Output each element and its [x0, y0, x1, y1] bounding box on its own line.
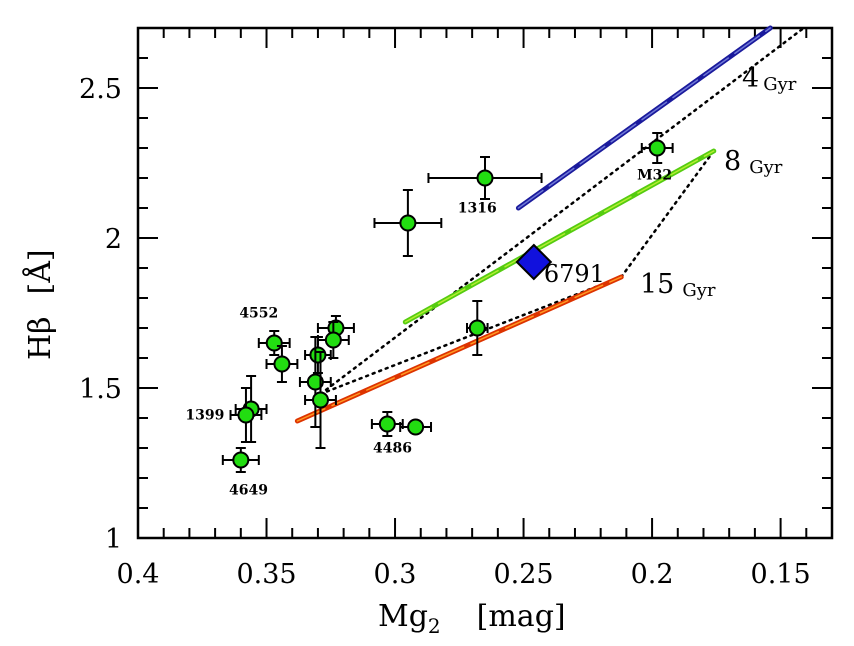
y-tick-label: 2.5: [79, 74, 122, 105]
model-line-highlight: [296, 276, 622, 422]
dotted-connector: [619, 149, 716, 279]
point-marker: [378, 415, 396, 433]
data-point: [370, 411, 404, 437]
point-marker: [648, 139, 666, 157]
highlight-marker-group: 6791: [515, 243, 605, 288]
age-label-8gyr: 8 Gyr: [724, 146, 783, 178]
data-point: [427, 156, 543, 200]
data-point: [298, 336, 332, 428]
dotted-connector: [319, 275, 623, 396]
axis-ticks: [137, 27, 833, 539]
point-marker: [324, 331, 342, 349]
point-marker: [265, 334, 283, 352]
point-marker: [407, 418, 425, 436]
x-tick-label: 0.3: [374, 559, 417, 590]
model-line-highlight: [404, 150, 715, 323]
highlight-label: 6791: [544, 260, 605, 288]
y-tick-label: 2: [105, 224, 122, 255]
data-points: [221, 132, 674, 473]
point-marker: [273, 355, 291, 373]
point-label: 1399: [185, 408, 224, 424]
point-marker: [476, 169, 494, 187]
point-marker: [399, 214, 417, 232]
point-label: 1316: [458, 201, 497, 217]
x-tick-label: 0.35: [236, 559, 296, 590]
data-point: [221, 447, 260, 473]
point-marker: [232, 451, 250, 469]
y-tick-label: 1: [105, 524, 122, 555]
point-marker: [311, 391, 329, 409]
data-point: [466, 300, 489, 356]
data-point: [640, 132, 674, 164]
age-label-15gyr: 15 Gyr: [640, 269, 716, 301]
point-marker: [237, 406, 255, 424]
data-point: [229, 387, 263, 443]
tick-labels: 0.4 0.35 0.3 0.25 0.2 0.15 1 1.5 2 2.5: [79, 74, 811, 590]
point-marker: [468, 319, 486, 337]
point-marker: [309, 346, 327, 364]
data-point: [373, 189, 443, 257]
model-line-highlight: [517, 27, 772, 209]
point-label: M32: [637, 168, 672, 184]
x-axis-title: Mg2 [mag]: [378, 599, 566, 638]
point-label: 4486: [373, 441, 412, 457]
x-tick-label: 0.2: [631, 559, 674, 590]
y-tick-label: 1.5: [79, 374, 122, 405]
data-point: [304, 351, 337, 449]
point-label: 4552: [239, 306, 278, 322]
x-tick-label: 0.15: [751, 559, 811, 590]
point-label: 4649: [229, 483, 268, 499]
data-point: [265, 345, 299, 383]
model-lines: [294, 25, 773, 424]
y-axis-title: Hβ[Å]: [22, 249, 58, 360]
point-labels: 1316 M32 4552 1399 4486 4649: [185, 168, 672, 499]
x-tick-label: 0.25: [493, 559, 553, 590]
plot-frame: [136, 26, 834, 540]
highlight-marker: [515, 243, 553, 281]
isochrone-connectors: [319, 26, 805, 396]
age-label-4gyr: 4 Gyr: [742, 63, 797, 95]
point-marker: [306, 373, 324, 391]
x-tick-label: 0.4: [117, 559, 160, 590]
data-point: [257, 330, 291, 356]
dotted-connector: [319, 26, 805, 396]
data-point: [399, 418, 433, 436]
